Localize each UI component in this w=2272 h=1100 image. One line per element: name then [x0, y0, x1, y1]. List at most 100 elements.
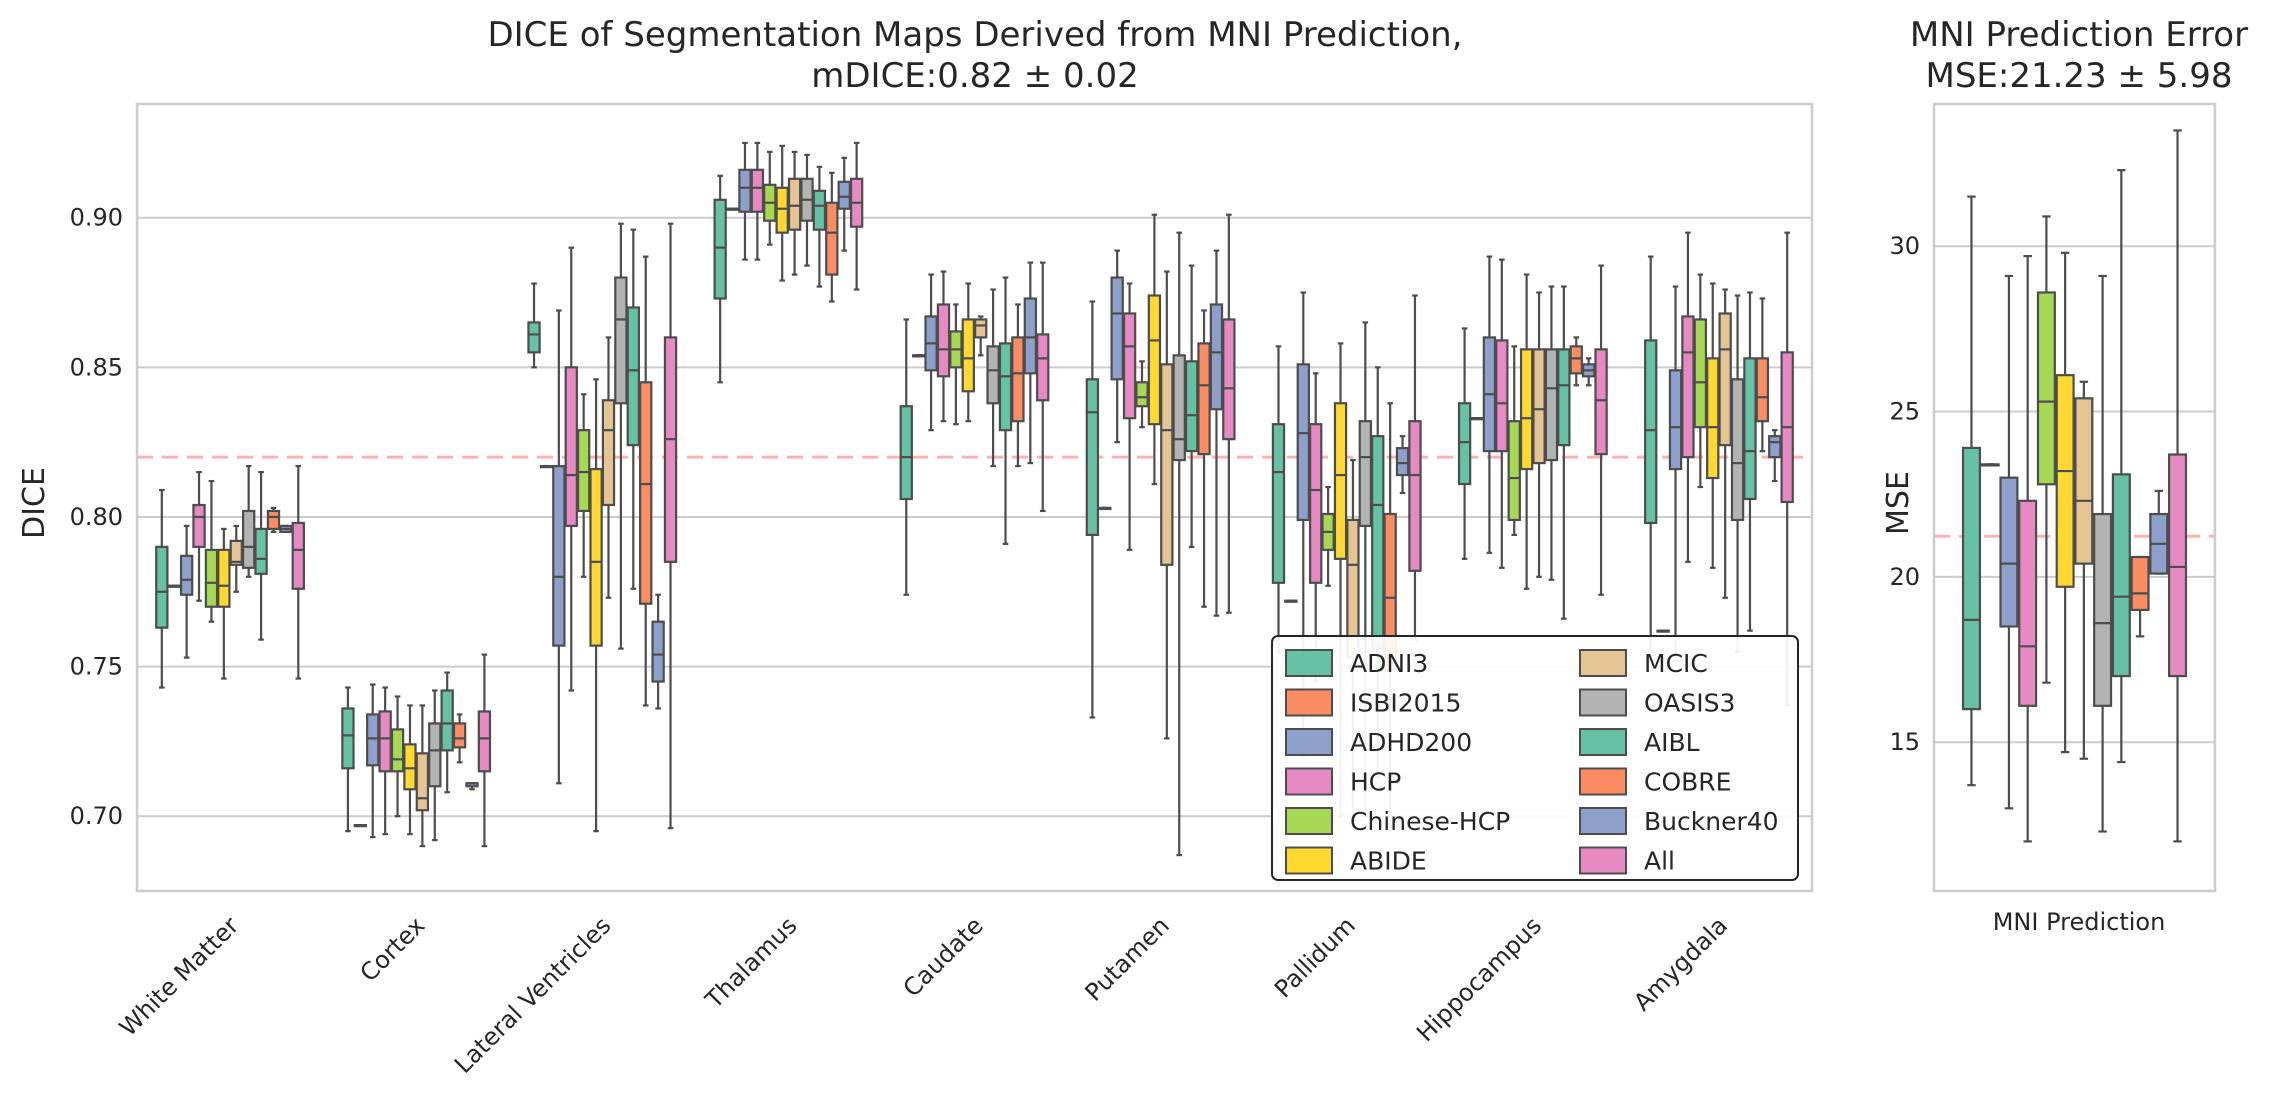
legend-swatch	[1579, 767, 1627, 796]
box-COBRE	[452, 713, 467, 764]
box-AIBL	[440, 671, 454, 794]
legend-label: MCIC	[1644, 649, 1708, 678]
left-axes-frame	[135, 102, 1814, 893]
box-iqr	[1532, 348, 1546, 465]
box-iqr	[825, 201, 839, 276]
box-iqr	[626, 306, 640, 447]
y-tick-label: 30	[1889, 232, 1920, 260]
box-iqr	[1036, 333, 1050, 402]
box-iqr	[1172, 354, 1186, 462]
box-COBRE	[639, 255, 653, 707]
box-iqr	[241, 509, 256, 569]
box-ADHD200	[179, 524, 194, 659]
box-iqr	[527, 321, 541, 354]
box-HCP	[750, 141, 765, 261]
legend-label: HCP	[1350, 768, 1401, 797]
box-All	[2168, 129, 2188, 843]
box-Buckner40	[2149, 489, 2169, 575]
box-iqr	[1961, 446, 1981, 711]
box-ABIDE	[1519, 273, 1534, 590]
box-iqr	[217, 548, 231, 608]
right-x-axis-label: MNI Prediction	[1993, 908, 2166, 936]
box-iqr	[2036, 291, 2056, 486]
box-COBRE	[825, 171, 839, 303]
box-iqr	[1184, 360, 1199, 453]
box-Buckner40	[1209, 249, 1224, 617]
box-iqr	[477, 710, 492, 773]
box-ABIDE	[775, 144, 789, 282]
box-iqr	[155, 545, 169, 629]
box-iqr	[2055, 374, 2075, 588]
legend-label: OASIS3	[1644, 689, 1735, 718]
box-iqr	[415, 752, 430, 812]
box-All	[1594, 264, 1608, 596]
box-iqr	[1755, 357, 1770, 423]
box-iqr	[2018, 499, 2038, 707]
box-All	[1036, 261, 1050, 513]
legend-swatch	[1579, 728, 1627, 756]
box-iqr	[1743, 357, 1757, 501]
box-COBRE	[2130, 555, 2150, 638]
box-iqr	[899, 405, 913, 501]
box-AIBL	[626, 228, 640, 590]
right-chart-subtitle: MSE:21.23 ± 5.98	[1926, 56, 2233, 96]
box-iqr	[2168, 453, 2188, 678]
box-MCIC	[787, 150, 802, 276]
box-ISBI2015	[167, 584, 181, 588]
legend-swatch	[1285, 807, 1333, 835]
legend-label: ADNI3	[1350, 649, 1428, 678]
box-ADNI3	[341, 686, 355, 833]
box-ADHD200	[1482, 255, 1497, 554]
box-MCIC	[1160, 270, 1174, 740]
legend-swatch	[1579, 846, 1627, 875]
box-iqr	[440, 689, 454, 752]
left-chart-title: DICE of Segmentation Maps Derived from M…	[487, 15, 1462, 55]
box-MCIC	[1532, 291, 1546, 578]
box-MCIC	[2074, 380, 2094, 760]
box-iqr	[1122, 312, 1137, 420]
box-iqr	[229, 539, 243, 566]
box-iqr	[713, 198, 727, 300]
box-iqr	[1519, 348, 1534, 471]
box-iqr	[2130, 555, 2150, 612]
legend-swatch	[1579, 688, 1627, 717]
box-COBRE	[266, 506, 281, 534]
box-iqr	[1085, 378, 1100, 537]
box-Buckner40	[279, 524, 293, 534]
box-OASIS3	[614, 222, 628, 650]
box-iqr	[812, 189, 827, 231]
box-OASIS3	[1172, 231, 1186, 857]
legend-item: MCIC	[1579, 649, 1708, 678]
box-ADNI3	[899, 318, 913, 596]
box-Chinese-HCP	[1321, 485, 1335, 587]
box-iqr	[576, 429, 591, 513]
left-chart-subtitle: mDICE:0.82 ± 0.02	[811, 56, 1139, 96]
box-ISBI2015	[1980, 463, 2000, 467]
legend-frame	[1271, 635, 1799, 881]
box-Chinese-HCP	[390, 695, 405, 818]
box-ABIDE	[403, 704, 417, 836]
legend-item: ADNI3	[1285, 649, 1428, 678]
right-y-ticks: 15 20 25 30	[1889, 232, 1920, 756]
box-iqr	[291, 521, 305, 590]
box-All	[291, 464, 305, 680]
legend-label: COBRE	[1644, 768, 1731, 797]
box-ADHD200	[1110, 249, 1124, 444]
box-Buckner40	[1023, 261, 1038, 465]
box-ISBI2015	[911, 354, 926, 358]
box-AIBL	[812, 165, 827, 288]
legend-swatch	[1579, 807, 1627, 835]
right-y-axis-label: MSE	[1881, 471, 1916, 535]
box-iqr	[1718, 312, 1732, 447]
box-ABIDE	[589, 378, 603, 833]
box-ABIDE	[1147, 213, 1162, 486]
legend-item: ABIDE	[1285, 846, 1427, 876]
box-iqr	[1693, 318, 1708, 429]
box-iqr	[378, 710, 392, 773]
box-ADNI3	[1961, 195, 1981, 787]
box-iqr	[1222, 318, 1236, 441]
legend-swatch	[1285, 688, 1333, 717]
